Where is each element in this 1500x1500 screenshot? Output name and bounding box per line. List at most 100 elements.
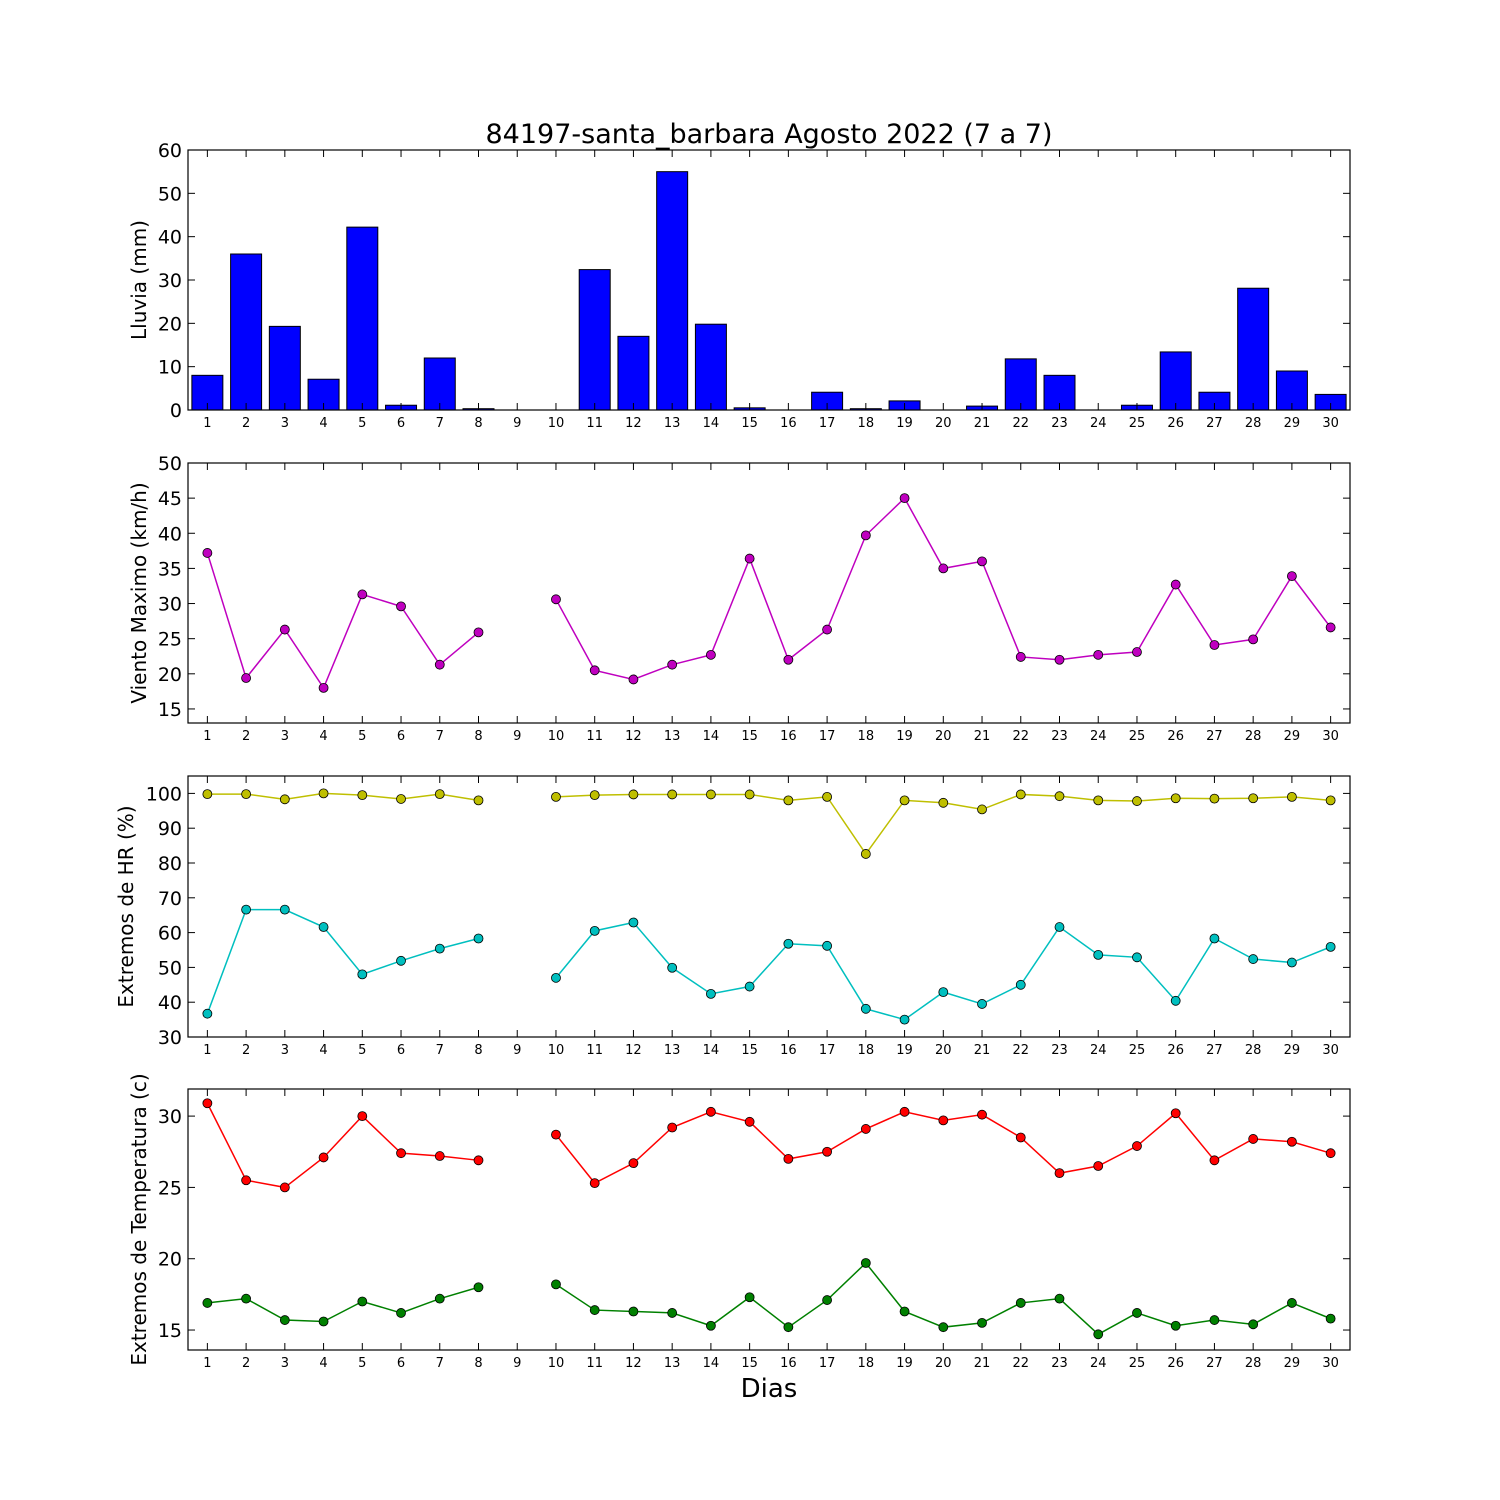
x-tick-label-day-27: 27 <box>1206 1043 1223 1058</box>
series-1-point-day-23 <box>1054 654 1065 665</box>
x-tick-label-day-19: 19 <box>896 416 913 431</box>
series-2-point-day-18 <box>860 1258 871 1268</box>
y-tick-label: 25 <box>158 629 182 651</box>
x-tick-label-day-12: 12 <box>625 416 642 431</box>
series-1-point-day-4 <box>318 788 329 799</box>
y-tick-label: 60 <box>158 140 182 162</box>
series-1-point-day-19 <box>899 1106 910 1117</box>
x-tick-label-day-23: 23 <box>1051 1043 1068 1058</box>
x-tick-label-day-21: 21 <box>974 1043 991 1058</box>
x-tick-label-day-5: 5 <box>358 1043 366 1058</box>
y-tick-label: 40 <box>158 227 182 249</box>
x-tick-label-day-6: 6 <box>397 729 405 744</box>
x-tick-label-day-8: 8 <box>474 416 482 431</box>
series-1-point-day-29 <box>1287 571 1297 582</box>
x-tick-label-day-1: 1 <box>203 1356 211 1371</box>
x-tick-label-day-10: 10 <box>548 1043 565 1058</box>
series-1-point-day-20 <box>938 797 949 808</box>
x-tick-label-day-9: 9 <box>513 1043 521 1058</box>
series-1-point-day-17 <box>822 624 832 635</box>
x-tick-label-day-11: 11 <box>586 1043 603 1058</box>
y-tick-label: 100 <box>146 783 182 805</box>
x-tick-label-day-7: 7 <box>436 416 444 431</box>
x-tick-label-day-21: 21 <box>974 729 991 744</box>
x-tick-label-day-10: 10 <box>548 1356 565 1371</box>
x-tick-label-day-21: 21 <box>974 1356 991 1371</box>
x-tick-label-day-29: 29 <box>1284 1043 1301 1058</box>
series-2-point-day-27 <box>1209 933 1220 944</box>
x-tick-label-day-26: 26 <box>1167 416 1184 431</box>
x-tick-label-day-24: 24 <box>1090 416 1107 431</box>
x-tick-label-day-4: 4 <box>319 416 327 431</box>
series-1-point-day-2 <box>241 789 252 799</box>
bar-day-3 <box>268 325 301 411</box>
series-1-point-day-18 <box>860 849 871 859</box>
series-2-point-day-17 <box>822 1295 832 1305</box>
series-2-point-day-7 <box>434 943 445 954</box>
y-tick-label: 80 <box>158 853 182 875</box>
series-2-point-day-20 <box>938 1322 949 1333</box>
x-tick-label-day-15: 15 <box>741 1043 758 1058</box>
x-tick-label-day-7: 7 <box>436 1356 444 1371</box>
series-2-point-day-1 <box>202 1298 213 1308</box>
x-tick-label-day-28: 28 <box>1245 729 1262 744</box>
series-2-point-day-12 <box>628 1306 639 1317</box>
series-1-point-day-11 <box>589 790 600 801</box>
x-tick-label-day-29: 29 <box>1284 1356 1301 1371</box>
series-1-point-day-4 <box>318 682 329 693</box>
plot-frame <box>187 1088 1351 1351</box>
series-1-point-day-7 <box>434 789 445 799</box>
series-2-point-day-10 <box>551 1279 561 1290</box>
y-axis-label: Lluvia (mm) <box>127 220 151 340</box>
x-tick-label-day-10: 10 <box>548 729 565 744</box>
series-1-point-day-6 <box>396 601 406 612</box>
series-2-point-day-4 <box>318 922 329 932</box>
series-2-point-day-23 <box>1054 1293 1065 1304</box>
series-2-point-day-28 <box>1248 954 1259 964</box>
series-1-point-day-25 <box>1132 1141 1142 1151</box>
series-1-point-day-20 <box>938 1115 949 1126</box>
y-tick-label: 30 <box>158 1106 182 1128</box>
y-tick-label: 30 <box>158 594 182 616</box>
y-axis-label: Extremos de HR (%) <box>114 805 138 1007</box>
series-1-point-day-17 <box>822 791 832 802</box>
series-2-point-day-20 <box>938 987 949 998</box>
y-tick-label: 40 <box>158 523 182 545</box>
x-tick-label-day-14: 14 <box>703 1043 720 1058</box>
x-tick-label-day-25: 25 <box>1129 729 1146 744</box>
series-1-point-day-1 <box>202 789 213 799</box>
x-tick-label-day-15: 15 <box>741 1356 758 1371</box>
series-1-point-day-15 <box>744 553 755 564</box>
series-1-point-day-6 <box>396 794 406 804</box>
x-tick-label-day-3: 3 <box>281 416 289 431</box>
chart-title: 84197-santa_barbara Agosto 2022 (7 a 7) <box>486 119 1053 150</box>
series-1-point-day-21 <box>977 1109 987 1120</box>
x-tick-label-day-19: 19 <box>896 1043 913 1058</box>
series-2-point-day-17 <box>822 940 832 951</box>
plot-frame <box>187 775 1351 1038</box>
bar-day-12 <box>617 335 650 411</box>
y-tick-label: 50 <box>158 957 182 979</box>
series-2-point-day-19 <box>899 1306 910 1317</box>
series-1-point-day-28 <box>1248 793 1259 804</box>
x-tick-label-day-6: 6 <box>397 416 405 431</box>
x-tick-label-day-18: 18 <box>858 1043 875 1058</box>
series-2-line-segment-1 <box>206 908 479 1014</box>
x-tick-label-day-3: 3 <box>281 729 289 744</box>
y-tick-label: 50 <box>158 183 182 205</box>
y-axis-label: Extremos de Temperatura (c) <box>127 1073 151 1365</box>
series-2-point-day-16 <box>783 1322 794 1333</box>
series-2-point-day-25 <box>1132 1308 1142 1318</box>
series-1-point-day-17 <box>822 1146 832 1157</box>
series-2-point-day-11 <box>589 1305 600 1315</box>
x-tick-label-day-4: 4 <box>319 1356 327 1371</box>
series-2-point-day-15 <box>744 981 755 992</box>
series-1-point-day-26 <box>1170 579 1181 590</box>
x-axis-label: Dias <box>741 1374 798 1404</box>
series-2-point-day-13 <box>667 962 678 973</box>
x-tick-label-day-13: 13 <box>664 1043 681 1058</box>
bar-day-7 <box>423 357 456 411</box>
x-tick-label-day-18: 18 <box>858 416 875 431</box>
series-2-point-day-24 <box>1093 949 1104 960</box>
